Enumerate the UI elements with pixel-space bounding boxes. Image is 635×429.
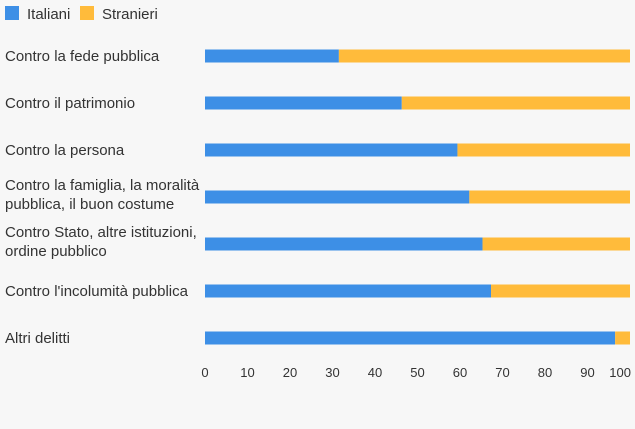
- x-tick-label: 40: [368, 365, 382, 380]
- bar-stranieri: [401, 96, 630, 110]
- bar-stranieri: [469, 190, 630, 204]
- legend-swatch-stranieri: [80, 6, 94, 20]
- category-label-line: ordine pubblico: [5, 243, 107, 260]
- bars: [205, 49, 630, 345]
- legend-swatch-italiani: [5, 6, 19, 20]
- bar-italiani: [205, 49, 339, 63]
- category-label: Contro l'incolumità pubblica: [5, 283, 189, 300]
- bar-italiani: [205, 237, 483, 251]
- category-label: Contro la fede pubblica: [5, 48, 160, 65]
- bar-italiani: [205, 284, 492, 298]
- x-tick-label: 10: [240, 365, 254, 380]
- x-tick-label: 50: [410, 365, 424, 380]
- category-label: Contro il patrimonio: [5, 95, 135, 112]
- x-tick-label: 30: [325, 365, 339, 380]
- x-tick-label: 90: [580, 365, 594, 380]
- legend-label-stranieri: Stranieri: [102, 6, 158, 23]
- bar-italiani: [205, 143, 458, 157]
- x-tick-label: 60: [453, 365, 467, 380]
- category-labels: Contro la fede pubblica Contro il patrimo…: [5, 48, 200, 347]
- category-label-line: Contro la famiglia, la moralità: [5, 177, 200, 194]
- x-axis: 0 10 20 30 40 50 60 70 80 90 100: [201, 365, 631, 380]
- x-tick-label: 80: [538, 365, 552, 380]
- category-label-line: Contro Stato, altre istituzioni,: [5, 224, 197, 241]
- bar-stranieri: [482, 237, 630, 251]
- x-tick-label: 20: [283, 365, 297, 380]
- category-label-line: pubblica, il buon costume: [5, 196, 174, 213]
- x-tick-label: 0: [201, 365, 208, 380]
- legend: Italiani Stranieri: [5, 6, 158, 23]
- category-label: Altri delitti: [5, 330, 70, 347]
- category-label: Contro la famiglia, la moralità pubblica,…: [5, 177, 200, 213]
- x-tick-label: 100: [609, 365, 631, 380]
- bar-stranieri: [615, 331, 630, 345]
- bar-italiani: [205, 96, 402, 110]
- bar-italiani: [205, 190, 470, 204]
- category-label: Contro la persona: [5, 142, 125, 159]
- category-label: Contro Stato, altre istituzioni, ordine p…: [5, 224, 197, 260]
- bar-stranieri: [338, 49, 630, 63]
- legend-label-italiani: Italiani: [27, 6, 70, 23]
- bar-stranieri: [457, 143, 630, 157]
- bar-stranieri: [491, 284, 630, 298]
- bar-italiani: [205, 331, 616, 345]
- x-tick-label: 70: [495, 365, 509, 380]
